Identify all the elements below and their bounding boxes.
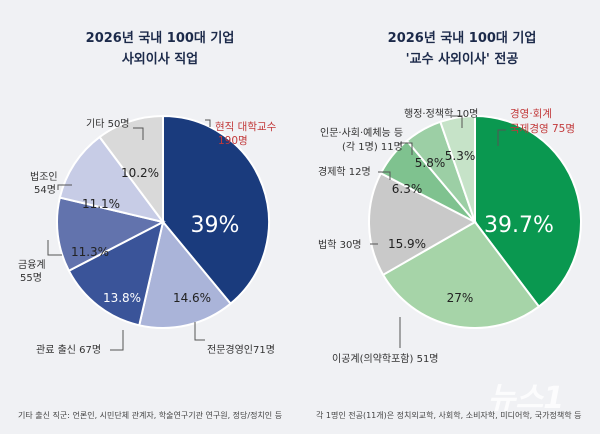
- slice-right-law-label: 법학 30명: [318, 239, 362, 251]
- slice-left-finance-pct: 11.3%: [71, 245, 109, 259]
- pie-left-slice-4: [58, 135, 166, 224]
- slice-right-law-pct: 15.9%: [388, 237, 426, 251]
- slice-right-stem-pct: 27%: [447, 291, 474, 305]
- chart-left-title-line2: 사외이사 직업: [122, 51, 198, 67]
- pie-left-slice-1: [138, 219, 232, 329]
- slice-right-admin-pct: 5.3%: [445, 149, 476, 163]
- leader-line-left-professor: [205, 119, 211, 127]
- chart-left-slices: [56, 114, 270, 329]
- leader-line-right-economics: [378, 171, 391, 180]
- pie-left-slice-0: [162, 114, 270, 306]
- leader-line-left-finance: [47, 240, 62, 256]
- slice-right-business-count: 국제경영 75명: [510, 122, 575, 135]
- slice-left-manager-pct: 14.6%: [173, 291, 211, 305]
- slice-left-other-label: 기타 50명: [86, 118, 130, 130]
- pie-right-slice-5: [439, 114, 476, 223]
- slice-left-professor-pct: 39%: [191, 213, 240, 238]
- leader-line-left-law: [57, 184, 72, 190]
- pie-left-slice-5: [98, 114, 164, 226]
- chart-right-title-line2: '교수 사외이사' 전공: [406, 51, 519, 67]
- pie-left-slice-2: [67, 220, 165, 327]
- slice-left-bureaucrat-pct: 13.8%: [103, 291, 141, 305]
- leader-line-right-admin: [452, 115, 463, 128]
- watermark-logo: 뉴스1: [488, 381, 564, 416]
- slice-left-law-label: 법조인: [30, 171, 58, 183]
- chart-right-slices: [368, 114, 582, 329]
- chart-left-title-line1: 2026년 국내 100대 기업: [86, 30, 235, 46]
- slice-left-law-pct: 11.1%: [82, 197, 120, 211]
- leader-line-left-manager: [194, 322, 205, 341]
- slice-right-economics-label: 경제학 12명: [318, 165, 371, 178]
- pie-right-slice-0: [474, 114, 582, 308]
- leader-line-right-business: [497, 129, 506, 146]
- leader-line-left-other: [133, 127, 144, 140]
- chart-left: 2026년 국내 100대 기업 사외이사 직업 현직 대학교수 190명 전문…: [18, 30, 282, 420]
- slice-right-stem-label: 이공계(의약학포함) 51명: [332, 353, 439, 365]
- slice-right-humanities-pct: 5.8%: [415, 156, 446, 170]
- leader-line-left-bureaucrat: [110, 330, 124, 351]
- slice-right-humanities-count: (각 1명) 11명: [342, 141, 403, 153]
- slice-left-manager-label: 전문경영인71명: [207, 343, 275, 356]
- chart-right-title-line1: 2026년 국내 100대 기업: [388, 30, 537, 46]
- slice-left-other-pct: 10.2%: [121, 166, 159, 180]
- pie-right-slice-2: [368, 171, 478, 277]
- slice-right-economics-pct: 6.3%: [392, 182, 423, 196]
- slice-right-business-pct: 39.7%: [484, 213, 554, 238]
- pie-right-slice-1: [381, 220, 541, 329]
- slice-right-humanities-label: 인문·사회·예체능 등: [320, 127, 403, 139]
- slice-left-finance-count: 55명: [20, 272, 42, 284]
- chart-right-footnote: 각 1명인 전공(11개)은 정치외교학, 사회학, 소비자학, 미디어학, 국…: [316, 410, 581, 420]
- slice-left-bureaucrat-label: 관료 출신 67명: [36, 344, 101, 356]
- leader-line-right-humanities: [400, 142, 413, 155]
- slice-left-finance-label: 금융계: [18, 259, 46, 271]
- slice-right-admin-label: 행정·정책학 10명: [404, 108, 478, 120]
- slice-left-professor-label: 현직 대학교수: [215, 121, 277, 133]
- slice-right-business-label: 경영·회계: [510, 107, 552, 120]
- chart-left-footnote: 기타 출신 직군: 언론인, 시민단체 관계자, 학술연구기관 연구원, 정당/…: [18, 410, 282, 420]
- chart-right: 2026년 국내 100대 기업 '교수 사외이사' 전공 경영·회계 국제경영…: [316, 30, 582, 420]
- slice-left-law-count: 54명: [34, 184, 56, 196]
- slice-left-professor-count: 190명: [218, 135, 248, 147]
